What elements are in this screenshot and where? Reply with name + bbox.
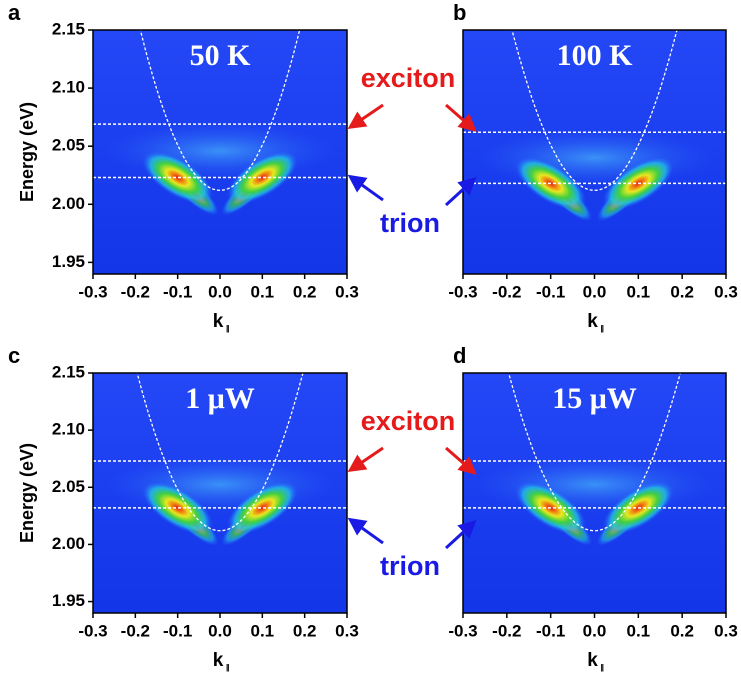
x-tick-label: -0.3 (448, 621, 477, 640)
x-tick-label: 0.1 (627, 621, 651, 640)
panel-label: c (8, 343, 20, 368)
arrow (444, 176, 477, 207)
arrow (445, 446, 477, 475)
arrow (347, 103, 384, 130)
x-axis-label: k (587, 311, 598, 332)
y-tick-label: 2.10 (52, 78, 85, 97)
x-tick-label: 0.2 (670, 621, 694, 640)
x-axis-label: k (213, 311, 224, 332)
x-tick-label: -0.2 (121, 621, 150, 640)
panel-label: d (453, 343, 466, 368)
x-axis-label: k (213, 650, 224, 671)
plot-area (93, 373, 347, 613)
panel-label: b (453, 0, 466, 25)
x-tick-label: 0.0 (583, 621, 607, 640)
x-tick-label: -0.1 (536, 282, 565, 301)
arrow (347, 446, 384, 473)
arrow (445, 103, 477, 132)
dispersion-curve (136, 373, 304, 532)
plot-area (93, 30, 347, 274)
x-tick-label: 0.1 (627, 282, 651, 301)
x-axis-label-subscript: || (601, 324, 604, 333)
x-tick-label: 0.0 (583, 282, 607, 301)
x-tick-label: 0.0 (208, 621, 232, 640)
x-tick-label: 0.2 (670, 282, 694, 301)
lobe (227, 481, 298, 534)
y-tick-label: 2.00 (52, 534, 85, 553)
x-axis-label-subscript: || (601, 663, 604, 672)
y-tick-label: 1.95 (52, 591, 85, 610)
lobe (227, 151, 298, 204)
x-tick-label: -0.3 (78, 621, 107, 640)
x-tick-label: 0.1 (251, 282, 275, 301)
x-tick-label: 0.3 (335, 621, 359, 640)
y-tick-label: 2.10 (52, 420, 85, 439)
trion-label: trion (380, 208, 440, 238)
y-tick-label: 2.00 (52, 194, 85, 213)
panel-annotation: 50 K (190, 39, 252, 72)
y-tick-label: 1.95 (52, 252, 85, 271)
trion-label: trion (380, 551, 440, 581)
y-tick-label: 2.15 (52, 362, 85, 381)
x-tick-label: -0.2 (492, 282, 521, 301)
panel-label: a (8, 0, 21, 25)
x-tick-label: 0.0 (208, 282, 232, 301)
x-tick-label: 0.2 (293, 621, 317, 640)
x-tick-label: -0.3 (448, 282, 477, 301)
x-tick-label: -0.3 (78, 282, 107, 301)
haze (476, 456, 713, 513)
y-axis-label: Energy (eV) (17, 443, 37, 543)
y-tick-label: 2.05 (52, 477, 85, 496)
haze (105, 456, 335, 513)
x-axis-label: k (587, 650, 598, 671)
arrow (444, 519, 477, 550)
haze (476, 129, 713, 186)
x-tick-label: 0.1 (251, 621, 275, 640)
plot-area (463, 30, 726, 274)
y-tick-label: 2.05 (52, 136, 85, 155)
panel-annotation: 15 μW (552, 382, 637, 415)
haze (105, 122, 335, 179)
lobe (142, 151, 213, 204)
lobe (142, 481, 213, 534)
x-tick-label: 0.3 (335, 282, 359, 301)
x-tick-label: 0.2 (293, 282, 317, 301)
plot-area (463, 373, 726, 613)
arrow (347, 517, 384, 545)
x-tick-label: -0.1 (163, 621, 192, 640)
exciton-label: exciton (361, 63, 456, 93)
panel-annotation: 1 μW (185, 382, 255, 415)
x-axis-label-subscript: || (226, 663, 229, 672)
x-tick-label: -0.2 (121, 282, 150, 301)
x-tick-label: -0.2 (492, 621, 521, 640)
panel-annotation: 100 K (557, 39, 634, 72)
x-axis-label-subscript: || (226, 324, 229, 333)
y-tick-label: 2.15 (52, 19, 85, 38)
x-tick-label: 0.3 (714, 621, 738, 640)
y-axis-label: Energy (eV) (17, 102, 37, 202)
x-tick-label: -0.1 (163, 282, 192, 301)
exciton-label: exciton (361, 406, 456, 436)
x-tick-label: -0.1 (536, 621, 565, 640)
arrow (347, 174, 384, 202)
x-tick-label: 0.3 (714, 282, 738, 301)
